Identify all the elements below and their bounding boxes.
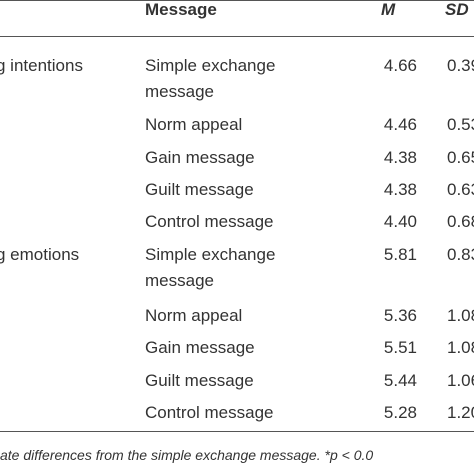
m-cell: 5.44 <box>383 371 417 390</box>
sd-cell: 1.08 <box>447 338 474 357</box>
message-cell: Norm appeal <box>145 306 243 325</box>
sd-cell: 0.83 <box>447 245 474 264</box>
m-cell: 5.36 <box>383 306 417 325</box>
m-cell: 5.51 <box>383 338 417 357</box>
m-cell: 5.81 <box>383 245 417 264</box>
message-cell: Guilt message <box>145 371 254 390</box>
sd-cell: 0.68 <box>447 212 474 231</box>
message-cell: Norm appeal <box>145 115 243 134</box>
header-m: M <box>381 0 396 19</box>
bottom-rule <box>0 431 474 432</box>
message-cell: Simple exchange message <box>145 245 276 290</box>
message-cell: Simple exchange message <box>145 56 276 101</box>
sd-cell: 1.06 <box>447 371 474 390</box>
sd-cell: 0.65 <box>447 148 474 167</box>
footnote: ate differences from the simple exchange… <box>0 447 374 463</box>
top-rule <box>0 0 474 1</box>
header-message: Message <box>145 0 217 19</box>
m-cell: 4.46 <box>383 115 417 134</box>
m-cell: 4.66 <box>383 56 417 75</box>
sd-cell: 1.08 <box>447 306 474 325</box>
message-cell: Control message <box>145 212 274 231</box>
message-cell: Gain message <box>145 148 255 167</box>
group-label: g emotions <box>0 245 80 264</box>
header-sd: SD <box>445 0 469 19</box>
sd-cell: 0.39 <box>447 56 474 75</box>
m-cell: 4.38 <box>383 180 417 199</box>
message-cell: Gain message <box>145 338 255 357</box>
message-cell: Control message <box>145 403 274 422</box>
header-rule <box>0 36 474 37</box>
m-cell: 5.28 <box>383 403 417 422</box>
sd-cell: 0.53 <box>447 115 474 134</box>
m-cell: 4.40 <box>383 212 417 231</box>
message-cell: Guilt message <box>145 180 254 199</box>
m-cell: 4.38 <box>383 148 417 167</box>
sd-cell: 1.20 <box>447 403 474 422</box>
group-label: g intentions <box>0 56 83 75</box>
sd-cell: 0.63 <box>447 180 474 199</box>
